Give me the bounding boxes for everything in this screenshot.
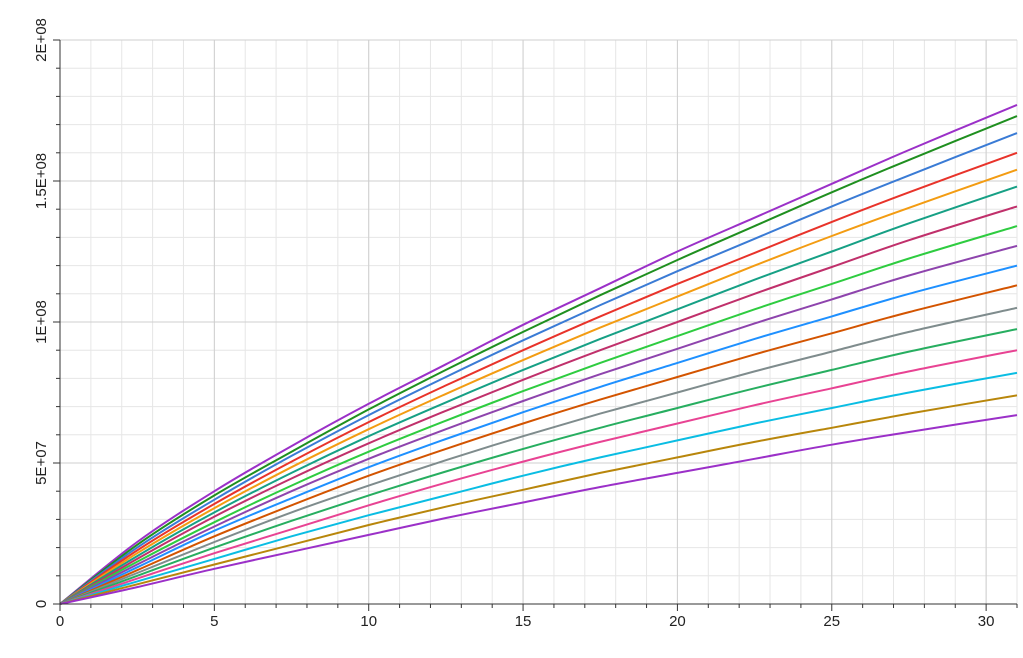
series-line <box>59 244 1018 605</box>
x-tick-label: 20 <box>669 613 686 630</box>
x-tick-label: 5 <box>210 613 218 630</box>
x-tick-label: 0 <box>56 613 64 630</box>
x-tick-label: 15 <box>515 613 532 630</box>
series-line <box>59 205 1018 605</box>
series-line <box>59 103 1018 605</box>
y-tick-label: 5E+07 <box>33 441 50 485</box>
series-line <box>59 328 1018 605</box>
series-line <box>59 264 1018 605</box>
series-line <box>59 115 1018 605</box>
series-lines <box>59 103 1018 605</box>
series-line <box>59 371 1018 605</box>
series-line <box>59 168 1018 605</box>
series-line <box>59 394 1018 605</box>
x-axis-ticks: 0 5 10 15 20 25 30 <box>56 604 1018 630</box>
series-line <box>59 306 1018 605</box>
series-line <box>59 414 1018 605</box>
series-line <box>59 225 1018 605</box>
x-tick-label: 30 <box>978 613 995 630</box>
x-tick-label: 25 <box>823 613 840 630</box>
y-axis-ticks: 0 5E+07 1E+08 1.5E+08 2E+08 <box>33 18 60 608</box>
x-tick-label: 10 <box>360 613 377 630</box>
series-line <box>59 349 1018 605</box>
y-tick-label: 1.5E+08 <box>33 153 50 209</box>
y-tick-label: 1E+08 <box>33 300 50 344</box>
series-line <box>59 132 1018 605</box>
y-tick-label: 2E+08 <box>33 18 50 62</box>
series-line <box>59 185 1018 605</box>
series-line <box>59 151 1018 605</box>
y-tick-label: 0 <box>33 600 50 608</box>
series-line <box>59 284 1018 605</box>
